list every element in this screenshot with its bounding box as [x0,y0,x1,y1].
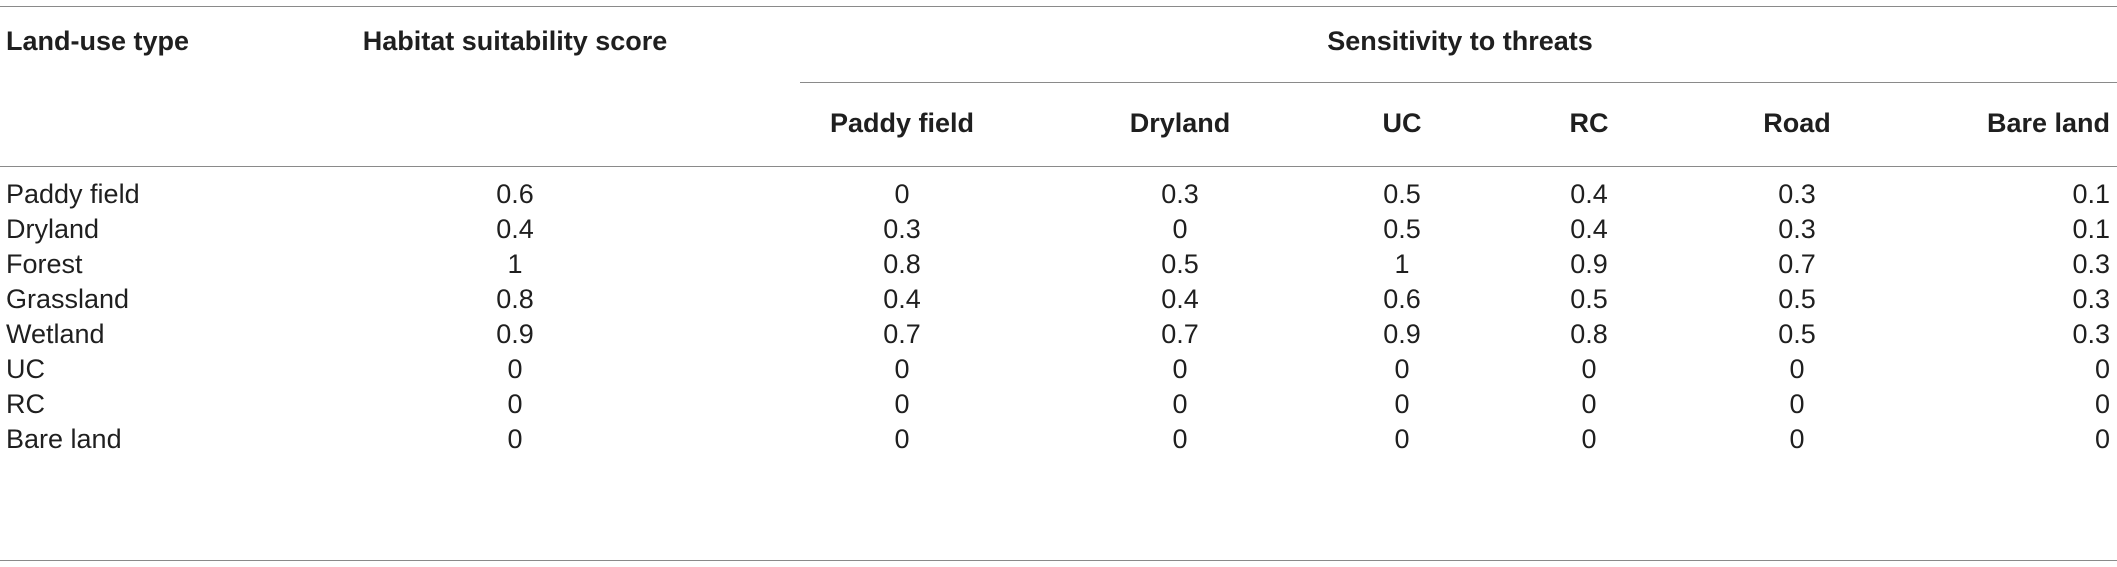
row-sensitivity-value: 0 [1172,354,1188,384]
header-threat-bare-land: Bare land [1986,108,2110,138]
row-sensitivity-value: 0.7 [1778,249,1816,279]
row-sensitivity-value: 0.5 [1161,249,1199,279]
header-threat-dryland: Dryland [1129,108,1231,138]
row-sensitivity-value: 0 [1789,424,1805,454]
row-sensitivity-value: 0 [1394,389,1410,419]
row-land-use-type: UC [6,354,45,384]
row-sensitivity-value: 0 [2094,354,2110,384]
row-sensitivity-value: 0 [1172,424,1188,454]
header-sensitivity-to-threats: Sensitivity to threats [1327,26,1593,56]
header-threat-rc: RC [1569,108,1609,138]
table-top-rule [0,6,2117,7]
row-sensitivity-value: 0 [894,424,910,454]
row-sensitivity-value: 0.3 [2072,249,2110,279]
row-sensitivity-value: 0.3 [2072,284,2110,314]
row-sensitivity-value: 0.9 [1383,319,1421,349]
header-land-use-type: Land-use type [6,26,190,56]
row-habitat-score: 0.9 [496,319,534,349]
header-threat-road: Road [1763,108,1831,138]
row-land-use-type: Bare land [6,424,122,454]
row-sensitivity-value: 0 [2094,424,2110,454]
row-land-use-type: Forest [6,249,83,279]
row-sensitivity-value: 0 [1789,389,1805,419]
row-sensitivity-value: 0 [1172,389,1188,419]
row-habitat-score: 0.6 [496,179,534,209]
row-sensitivity-value: 0.3 [883,214,921,244]
row-sensitivity-value: 0 [894,389,910,419]
row-sensitivity-value: 0.3 [1778,214,1816,244]
row-sensitivity-value: 0.9 [1570,249,1608,279]
row-sensitivity-value: 0 [2094,389,2110,419]
row-sensitivity-value: 0.4 [883,284,921,314]
row-habitat-score: 0.8 [496,284,534,314]
row-habitat-score: 1 [507,249,523,279]
row-sensitivity-value: 0.5 [1570,284,1608,314]
header-bottom-rule [0,166,2117,167]
row-sensitivity-value: 0.6 [1383,284,1421,314]
row-sensitivity-value: 0 [1172,214,1188,244]
row-sensitivity-value: 0.8 [1570,319,1608,349]
row-sensitivity-value: 0.4 [1570,179,1608,209]
row-sensitivity-value: 0.4 [1161,284,1199,314]
row-sensitivity-value: 0.3 [2072,319,2110,349]
row-sensitivity-value: 0.5 [1778,284,1816,314]
row-land-use-type: RC [6,389,45,419]
row-habitat-score: 0 [507,389,523,419]
row-sensitivity-value: 0.7 [883,319,921,349]
table-bottom-rule [0,560,2117,561]
sensitivity-span-rule [800,82,2117,83]
row-habitat-score: 0 [507,354,523,384]
row-sensitivity-value: 0 [1394,354,1410,384]
row-sensitivity-value: 0 [894,354,910,384]
row-land-use-type: Wetland [6,319,105,349]
row-sensitivity-value: 0.5 [1778,319,1816,349]
row-sensitivity-value: 0 [1581,424,1597,454]
row-sensitivity-value: 0.1 [2072,214,2110,244]
row-sensitivity-value: 0 [1581,354,1597,384]
header-habitat-suitability: Habitat suitability score [362,26,668,56]
row-sensitivity-value: 0 [1581,389,1597,419]
row-sensitivity-value: 0 [894,179,910,209]
row-habitat-score: 0 [507,424,523,454]
header-threat-uc: UC [1382,108,1422,138]
row-sensitivity-value: 0.1 [2072,179,2110,209]
row-sensitivity-value: 0.5 [1383,214,1421,244]
row-sensitivity-value: 0.3 [1778,179,1816,209]
row-habitat-score: 0.4 [496,214,534,244]
row-sensitivity-value: 0.4 [1570,214,1608,244]
row-land-use-type: Dryland [6,214,100,244]
header-threat-paddy-field: Paddy field [829,108,975,138]
row-land-use-type: Paddy field [6,179,140,209]
row-sensitivity-value: 0.3 [1161,179,1199,209]
row-sensitivity-value: 0.7 [1161,319,1199,349]
row-sensitivity-value: 0 [1789,354,1805,384]
row-sensitivity-value: 0 [1394,424,1410,454]
row-sensitivity-value: 1 [1394,249,1410,279]
row-sensitivity-value: 0.8 [883,249,921,279]
row-land-use-type: Grassland [6,284,130,314]
row-sensitivity-value: 0.5 [1383,179,1421,209]
